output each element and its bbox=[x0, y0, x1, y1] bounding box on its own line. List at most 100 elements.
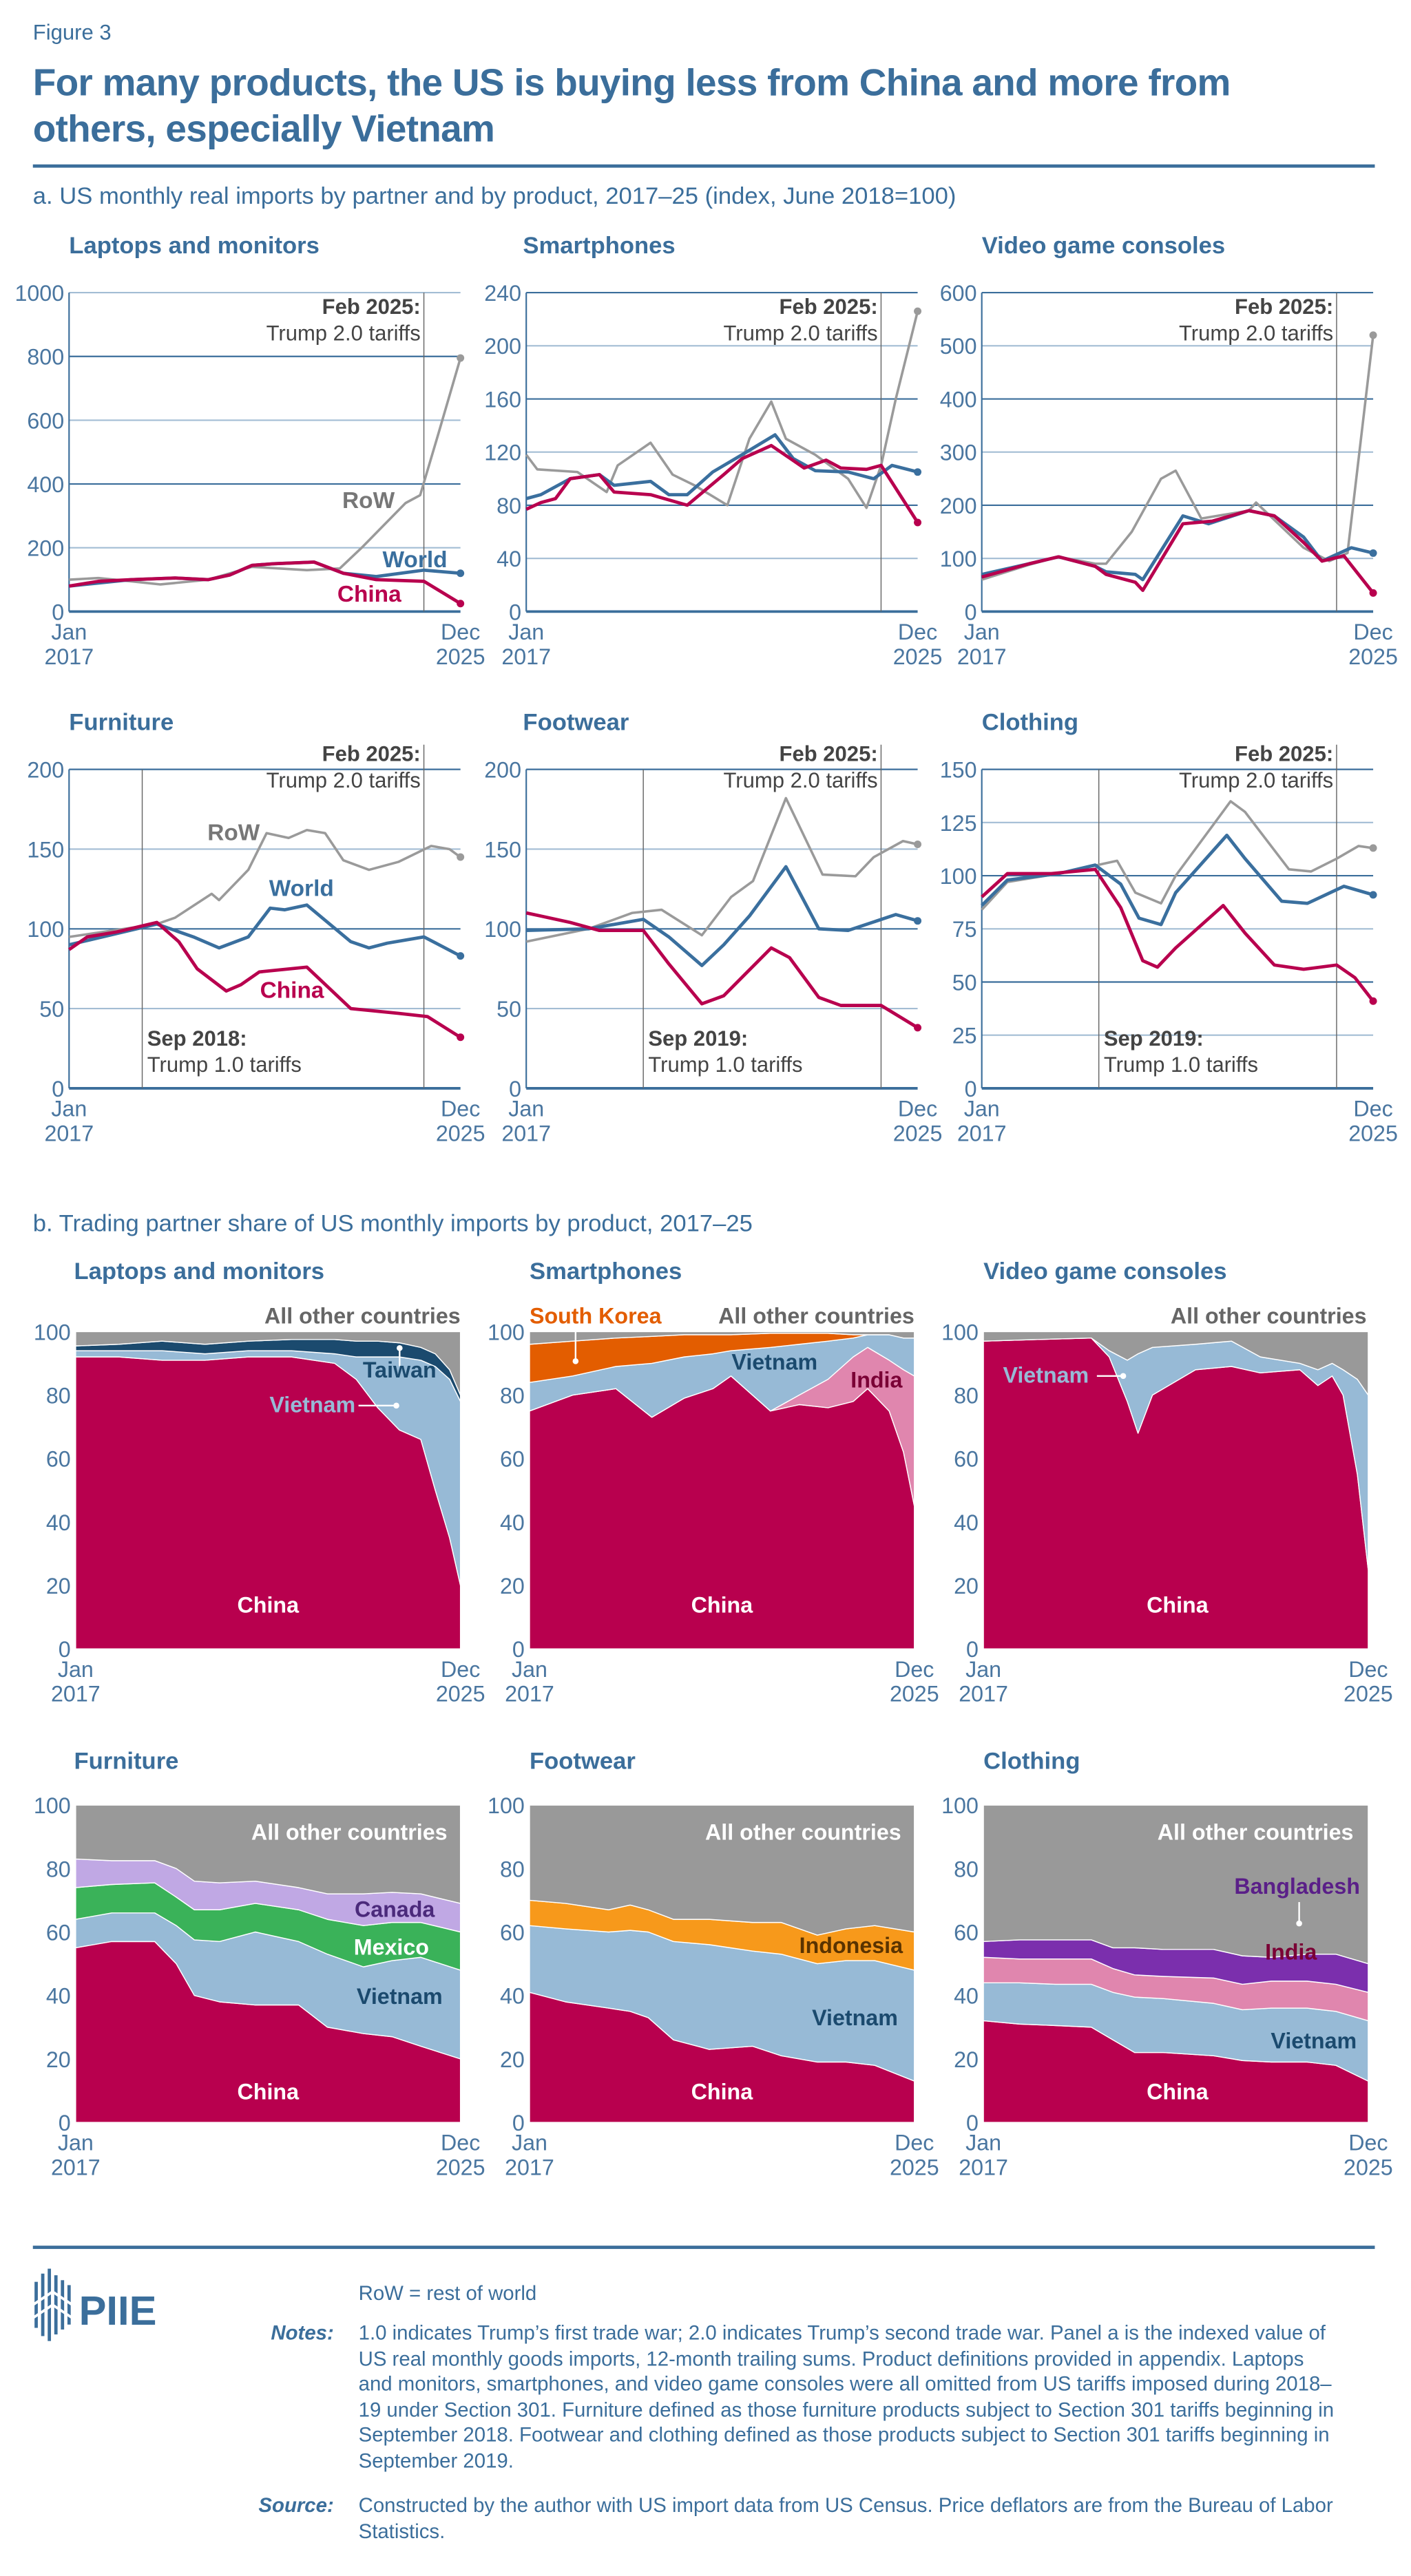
y-tick-label: 60 bbox=[46, 1447, 71, 1472]
area-label-china: China bbox=[1147, 1593, 1209, 1618]
x-tick-label: 2017 bbox=[505, 2155, 554, 2179]
annotation-label: Feb 2025: bbox=[322, 742, 421, 766]
x-tick-label: 2017 bbox=[959, 1682, 1008, 1707]
y-tick-label: 20 bbox=[500, 1574, 525, 1598]
x-tick-label: 2017 bbox=[501, 644, 551, 669]
x-tick-label: 2025 bbox=[1344, 1682, 1393, 1707]
source-label: Source: bbox=[258, 2493, 334, 2517]
series-line-0 bbox=[525, 310, 919, 509]
y-tick-label: 80 bbox=[46, 1857, 71, 1881]
y-tick-label: 100 bbox=[27, 917, 64, 942]
annotation-text: Trump 2.0 tariffs bbox=[1179, 321, 1333, 345]
x-tick-label: Jan bbox=[964, 620, 1000, 644]
annotation-text: Trump 2.0 tariffs bbox=[266, 768, 421, 792]
annotation-label: Sep 2019: bbox=[648, 1026, 748, 1051]
annotation-label: Sep 2018: bbox=[147, 1026, 247, 1051]
area-label-vietnam: Vietnam bbox=[812, 2005, 898, 2030]
area-label-china: China bbox=[1147, 2080, 1209, 2104]
annotation-label: Feb 2025: bbox=[1235, 742, 1333, 766]
notes-text: 1.0 indicates Trump’s first trade war; 2… bbox=[358, 2321, 1335, 2473]
annotation-label: Sep 2019: bbox=[1104, 1026, 1204, 1051]
series-line-1 bbox=[981, 834, 1374, 927]
annotation-text: Trump 2.0 tariffs bbox=[1179, 768, 1333, 792]
x-tick-label: 2017 bbox=[51, 2155, 101, 2179]
area-all-other-countries bbox=[75, 1331, 461, 1396]
series-end-marker bbox=[1369, 997, 1377, 1005]
y-tick-label: 200 bbox=[484, 334, 521, 359]
series-end-marker bbox=[914, 917, 922, 925]
y-tick-label: 100 bbox=[34, 1793, 71, 1818]
series-line-2 bbox=[981, 867, 1375, 1002]
y-tick-label: 0 bbox=[512, 2111, 525, 2135]
area-label-vietnam: Vietnam bbox=[357, 1984, 443, 2009]
series-line-0 bbox=[525, 796, 918, 943]
series-label: RoW bbox=[207, 820, 260, 845]
y-tick-label: 500 bbox=[940, 334, 977, 359]
x-tick-label: 2017 bbox=[957, 644, 1007, 669]
x-tick-label: Dec bbox=[441, 620, 480, 644]
area-label-china: China bbox=[691, 2080, 754, 2104]
y-tick-label: 0 bbox=[512, 1637, 525, 1662]
series-line-row bbox=[69, 828, 461, 938]
area-label-vietnam: Vietnam bbox=[1271, 2029, 1357, 2054]
y-tick-label: 80 bbox=[497, 494, 521, 518]
x-tick-label: 2025 bbox=[890, 1682, 939, 1707]
line-chart-footwear bbox=[525, 744, 922, 1090]
area-label-mexico: Mexico bbox=[354, 1934, 429, 1959]
x-tick-label: Jan bbox=[58, 2131, 94, 2155]
y-tick-label: 20 bbox=[954, 2047, 979, 2072]
y-tick-label: 240 bbox=[484, 281, 521, 306]
chart-title: Laptops and monitors bbox=[69, 233, 320, 260]
chart-title: Footwear bbox=[529, 1749, 636, 1776]
logo-text: PIIE bbox=[79, 2288, 157, 2334]
piie-logo-icon: PIIE bbox=[32, 2268, 157, 2341]
label-pointer-dot bbox=[1296, 1920, 1302, 1927]
y-tick-label: 80 bbox=[46, 1383, 71, 1408]
top-divider bbox=[32, 164, 1375, 167]
line-chart-laptops-and-monitors bbox=[68, 292, 465, 613]
series-line-china bbox=[68, 560, 461, 605]
area-label-all-other-countries: All other countries bbox=[264, 1303, 461, 1328]
series-line-1 bbox=[526, 865, 919, 967]
area-label-south-korea: South Korea bbox=[530, 1303, 662, 1328]
y-tick-label: 100 bbox=[940, 547, 977, 571]
stacked-area-chart-furniture bbox=[75, 1804, 461, 2123]
y-tick-label: 40 bbox=[500, 1510, 525, 1535]
y-tick-label: 40 bbox=[500, 1984, 525, 2009]
series-end-marker bbox=[457, 354, 465, 362]
y-tick-label: 50 bbox=[497, 997, 521, 1022]
label-pointer-dot bbox=[393, 1402, 399, 1409]
y-tick-label: 100 bbox=[34, 1320, 71, 1344]
chart-title: Clothing bbox=[981, 710, 1079, 737]
label-pointer-dot bbox=[397, 1344, 403, 1351]
series-line-2 bbox=[525, 443, 919, 524]
stacked-area-chart-smartphones bbox=[529, 1329, 915, 1649]
y-tick-label: 200 bbox=[27, 536, 64, 561]
annotation-text: Trump 1.0 tariffs bbox=[648, 1053, 802, 1077]
x-tick-label: Dec bbox=[898, 1097, 937, 1121]
x-tick-label: 2025 bbox=[893, 1121, 943, 1146]
series-line-2 bbox=[981, 509, 1375, 594]
x-tick-label: 2025 bbox=[436, 1682, 485, 1707]
x-tick-label: Dec bbox=[1348, 1657, 1388, 1682]
label-pointer-dot bbox=[572, 1358, 579, 1364]
stacked-area-chart-clothing bbox=[983, 1804, 1369, 2123]
x-tick-label: 2017 bbox=[501, 1121, 551, 1146]
y-tick-label: 600 bbox=[27, 408, 64, 433]
y-tick-label: 40 bbox=[497, 547, 521, 571]
annotation-text: Trump 2.0 tariffs bbox=[723, 768, 877, 792]
y-tick-label: 80 bbox=[954, 1857, 979, 1881]
source-text: Constructed by the author with US import… bbox=[358, 2493, 1333, 2543]
y-tick-label: 0 bbox=[966, 2111, 979, 2135]
x-tick-label: Dec bbox=[441, 1097, 480, 1121]
y-tick-label: 0 bbox=[966, 1637, 979, 1662]
y-tick-label: 50 bbox=[952, 970, 977, 995]
x-tick-label: 2025 bbox=[1344, 2155, 1393, 2179]
area-label-all-other-countries: All other countries bbox=[718, 1303, 914, 1328]
area-label-india: India bbox=[1265, 1940, 1317, 1965]
series-end-marker bbox=[914, 841, 922, 848]
series-end-marker bbox=[914, 1024, 922, 1032]
x-tick-label: 2025 bbox=[436, 644, 485, 669]
